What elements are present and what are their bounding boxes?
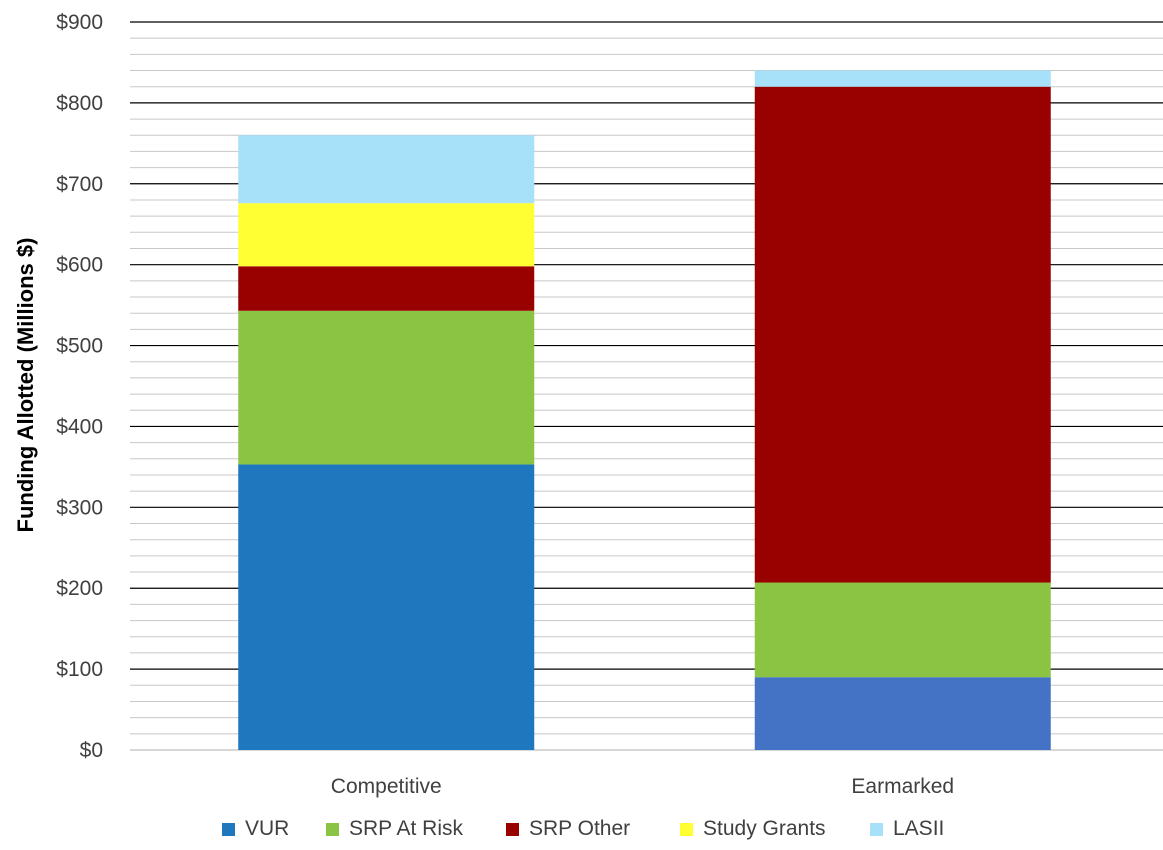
y-tick-label: $0 [80,739,103,762]
legend-label: VUR [245,817,289,840]
legend-swatch [870,823,883,836]
y-tick-label: $300 [56,496,103,519]
x-axis-category-labels: Competitive Earmarked [331,775,954,798]
bar-segment-srp-at-risk [238,310,535,465]
x-category-label: Earmarked [851,775,954,798]
legend: VUR SRP At Risk SRP Other Study Grants LASII [222,817,944,840]
y-tick-label: $100 [56,658,103,681]
y-tick-label: $900 [56,11,103,34]
bar-segment-srp-at-risk [754,582,1051,678]
y-tick-label: $700 [56,173,103,196]
y-tick-label: $600 [56,254,103,277]
legend-swatch [222,823,235,836]
legend-label: SRP At Risk [349,817,463,840]
bar-segment-vur [238,464,535,750]
legend-swatch [326,823,339,836]
y-tick-label: $200 [56,577,103,600]
bar-segment-vur [754,677,1051,750]
bar-segment-study-grants [238,203,535,267]
bar-segment-srp-other [754,86,1051,583]
y-tick-label: $800 [56,92,103,115]
y-tick-label: $500 [56,335,103,358]
bars [238,70,1051,750]
bar-segment-lasii [754,70,1051,87]
legend-swatch [506,823,519,836]
legend-label: SRP Other [529,817,630,840]
legend-label: LASII [893,817,944,840]
y-tick-label: $400 [56,415,103,438]
y-axis-label: Funding Allotted (Millions $) [13,238,38,533]
x-category-label: Competitive [331,775,442,798]
y-axis-tick-labels: $0 $100 $200 $300 $400 $500 $600 $700 $800 $900 [56,11,103,762]
bar-segment-lasii [238,135,535,204]
legend-label: Study Grants [703,817,826,840]
bar-segment-srp-other [238,266,535,311]
legend-swatch [680,823,693,836]
